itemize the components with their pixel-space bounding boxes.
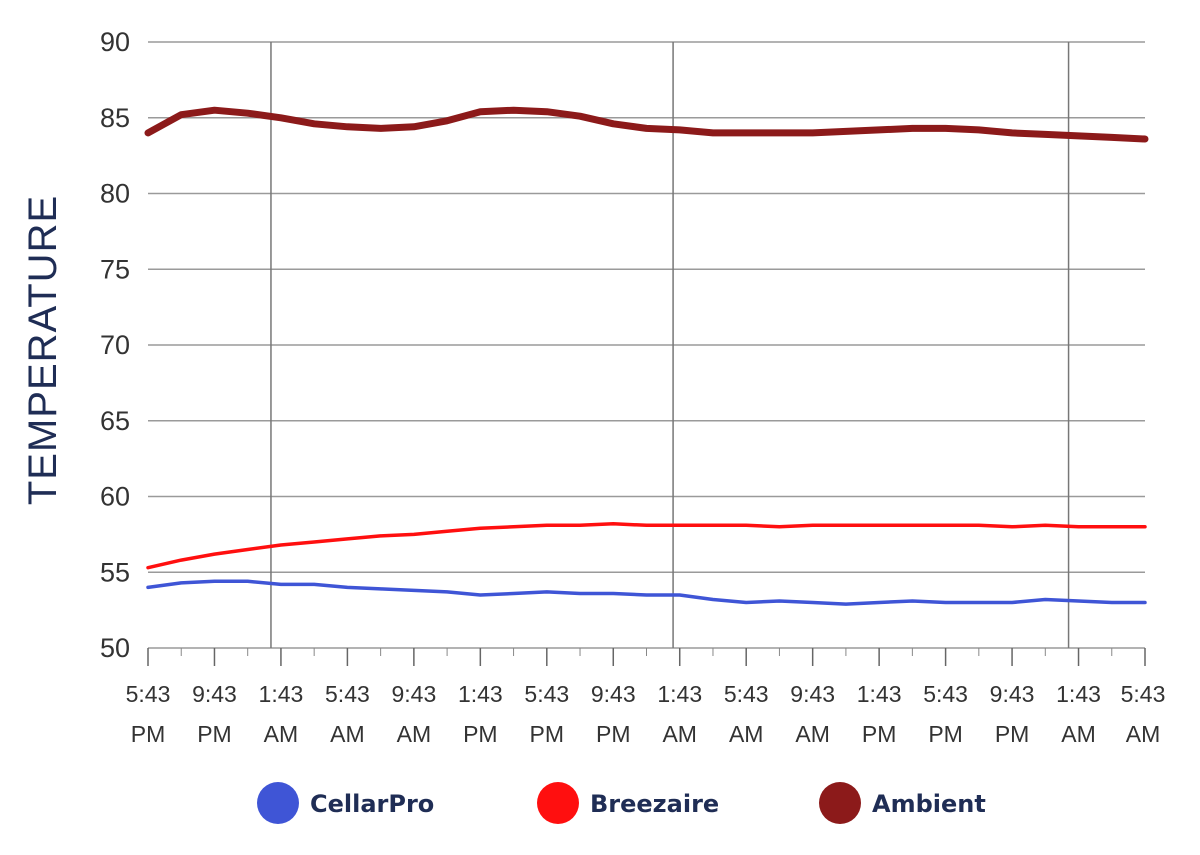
legend-swatch-breezaire bbox=[537, 782, 579, 824]
x-tick-label: 9:43 bbox=[591, 681, 636, 707]
x-tick-label: 1:43 bbox=[657, 681, 702, 707]
x-tick-label: 5:43 bbox=[325, 681, 370, 707]
legend-label-breezaire: Breezaire bbox=[590, 790, 719, 818]
y-tick-label: 70 bbox=[100, 330, 130, 360]
x-tick-period: AM bbox=[397, 721, 432, 747]
y-tick-label: 85 bbox=[100, 103, 130, 133]
y-tick-label: 60 bbox=[100, 482, 130, 512]
x-tick-label: 1:43 bbox=[1056, 681, 1101, 707]
x-tick-period: PM bbox=[131, 721, 166, 747]
y-tick-label: 90 bbox=[100, 27, 130, 57]
x-tick-period: AM bbox=[1126, 721, 1161, 747]
x-tick-period: AM bbox=[264, 721, 299, 747]
x-tick-period: AM bbox=[330, 721, 365, 747]
x-tick-label: 1:43 bbox=[458, 681, 503, 707]
x-tick-label: 9:43 bbox=[990, 681, 1035, 707]
x-tick-period: AM bbox=[729, 721, 764, 747]
y-tick-label: 55 bbox=[100, 557, 130, 587]
x-tick-period: AM bbox=[662, 721, 697, 747]
x-axis-ticks: 5:43 PM 9:43 PM 1:43 AM 5:43 AM 9:43 AM 1:43 PM 5:43… bbox=[126, 648, 1166, 747]
x-tick-period: PM bbox=[197, 721, 232, 747]
x-tick-period: PM bbox=[596, 721, 631, 747]
x-tick-label: 1:43 bbox=[259, 681, 304, 707]
y-tick-label: 75 bbox=[100, 254, 130, 284]
x-tick-label: 5:43 bbox=[724, 681, 769, 707]
x-tick-label: 1:43 bbox=[857, 681, 902, 707]
x-tick-period: PM bbox=[928, 721, 963, 747]
y-tick-label: 65 bbox=[100, 406, 130, 436]
x-tick-label: 5:43 bbox=[1121, 681, 1166, 707]
series-line-ambient bbox=[144, 106, 1149, 143]
x-tick-period: PM bbox=[862, 721, 897, 747]
x-tick-label: 9:43 bbox=[790, 681, 835, 707]
x-tick-period: AM bbox=[1061, 721, 1096, 747]
x-tick-label: 5:43 bbox=[524, 681, 569, 707]
y-tick-label: 80 bbox=[100, 179, 130, 209]
x-tick-label: 5:43 bbox=[923, 681, 968, 707]
x-tick-label: 5:43 bbox=[126, 681, 171, 707]
series-lines bbox=[144, 106, 1149, 606]
y-axis-ticks: 50 55 60 65 70 75 80 85 90 bbox=[100, 27, 130, 663]
y-axis-label: TEMPERATURE bbox=[21, 195, 65, 505]
grid bbox=[148, 41, 1145, 649]
legend-swatch-cellarpro bbox=[257, 782, 299, 824]
x-tick-label: 9:43 bbox=[391, 681, 436, 707]
x-tick-label: 9:43 bbox=[192, 681, 237, 707]
legend: CellarPro Breezaire Ambient bbox=[257, 782, 986, 824]
x-tick-period: PM bbox=[995, 721, 1030, 747]
x-tick-period: PM bbox=[463, 721, 498, 747]
legend-label-ambient: Ambient bbox=[872, 790, 986, 818]
x-tick-period: PM bbox=[530, 721, 565, 747]
series-line-breezaire bbox=[146, 522, 1147, 570]
legend-swatch-ambient bbox=[819, 782, 861, 824]
y-tick-label: 50 bbox=[100, 633, 130, 663]
x-tick-period: AM bbox=[795, 721, 830, 747]
series-line-cellarpro bbox=[146, 579, 1147, 606]
legend-label-cellarpro: CellarPro bbox=[310, 790, 434, 818]
